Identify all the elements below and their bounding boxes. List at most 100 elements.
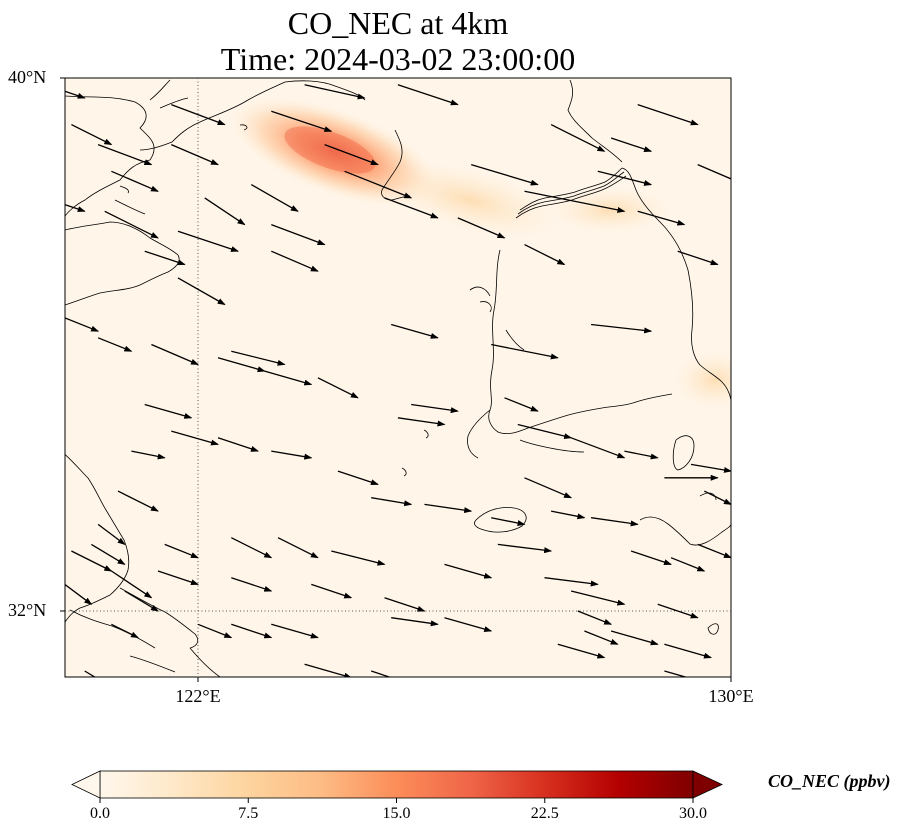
lat-label-32n: 32°N: [8, 600, 47, 620]
wind-vectors: [65, 84, 731, 677]
wind-arrow: [670, 557, 706, 572]
wind-arrow: [324, 143, 379, 166]
wind-arrow: [231, 623, 273, 639]
wind-arrow: [151, 343, 199, 366]
wind-arrow: [570, 590, 626, 606]
co-plume-tail: [382, 162, 558, 238]
lon-label-130e: 130°E: [708, 686, 754, 706]
wind-arrow: [217, 437, 259, 452]
wind-arrow: [84, 670, 97, 677]
wind-arrow: [371, 497, 413, 507]
wind-arrow: [704, 490, 731, 505]
wind-arrow: [177, 230, 239, 252]
wind-arrow: [111, 623, 139, 639]
wind-arrow: [444, 563, 493, 579]
wind-arrow: [391, 617, 439, 627]
wind-arrow: [131, 450, 166, 460]
wind-arrow: [591, 517, 639, 527]
wind-arrow: [311, 583, 353, 599]
wind-arrow: [697, 164, 731, 180]
wind-arrow: [65, 583, 93, 605]
wind-arrow: [117, 490, 159, 512]
wind-arrow: [624, 450, 659, 460]
wind-arrow: [457, 217, 506, 239]
wind-arrow: [610, 630, 659, 646]
wind-arrow: [204, 197, 246, 226]
wind-arrow: [264, 370, 313, 386]
wind-arrow: [271, 223, 326, 246]
wind-arrow: [664, 670, 688, 677]
wind-arrow: [391, 323, 439, 339]
wind-arrow: [557, 643, 606, 659]
colorbar-tick-label: 15.0: [382, 805, 411, 822]
wind-arrow: [104, 210, 159, 239]
co-plume-core: [284, 126, 376, 174]
wind-arrow: [491, 517, 526, 526]
wind-arrow: [524, 477, 573, 499]
wind-arrow: [271, 450, 313, 460]
wind-arrow: [331, 550, 386, 566]
wind-arrow: [111, 570, 153, 599]
wind-arrow: [577, 610, 613, 625]
wind-arrow: [630, 550, 672, 566]
colorbar-body: [99, 770, 694, 799]
wind-arrow: [524, 190, 626, 213]
lon-label-122e: 122°E: [175, 686, 221, 706]
wind-arrow: [384, 597, 426, 612]
wind-arrow: [570, 437, 626, 459]
co-plume-edge: [675, 352, 731, 408]
wind-arrow: [91, 543, 126, 565]
wind-arrow: [497, 543, 553, 554]
colorbar-tick-marks: [99, 798, 694, 803]
wind-arrow: [111, 170, 159, 192]
wind-arrow: [370, 670, 392, 677]
colorbar-tick-label: 7.5: [238, 805, 259, 822]
wind-arrow: [517, 423, 573, 440]
wind-arrow: [271, 250, 319, 272]
wind-arrow: [177, 277, 226, 306]
wind-arrow: [550, 510, 586, 520]
wind-arrow: [597, 170, 653, 186]
wind-arrow: [197, 623, 233, 639]
wind-arrow: [637, 210, 686, 226]
colorbar-tick-label: 22.5: [530, 805, 559, 822]
wind-arrow: [524, 244, 566, 266]
wind-arrow: [124, 590, 159, 612]
wind-arrow: [637, 103, 699, 126]
wind-arrow: [65, 90, 86, 99]
wind-arrow: [504, 397, 539, 412]
map-subtitle: Time: 2024-03-02 23:00:00: [220, 41, 576, 77]
wind-arrow: [65, 203, 86, 212]
gridlines: [65, 78, 731, 677]
wind-arrow: [171, 430, 219, 446]
wind-arrow: [97, 523, 126, 546]
wind-arrow: [677, 250, 719, 266]
co-plume-east: [550, 188, 670, 232]
wind-arrow: [144, 403, 193, 419]
axis-ticks: [60, 77, 732, 682]
wind-arrow: [337, 470, 379, 486]
wind-arrow: [231, 577, 273, 592]
wind-arrow: [304, 84, 366, 100]
wind-arrow: [250, 184, 299, 212]
wind-arrow: [317, 377, 359, 399]
wind-arrow: [231, 537, 273, 559]
wind-arrow: [97, 337, 133, 352]
wind-arrow: [277, 537, 319, 559]
wind-arrow: [397, 417, 446, 427]
wind-arrow: [491, 343, 559, 360]
wind-arrow: [97, 143, 153, 166]
wind-arrow: [271, 110, 333, 132]
wind-arrow: [71, 124, 113, 146]
wind-arrow: [697, 543, 731, 559]
wind-arrow: [217, 357, 266, 373]
wind-arrow: [544, 577, 599, 587]
wind-arrow: [144, 250, 186, 266]
wind-arrow: [657, 603, 699, 619]
colorbar-extend-min: [71, 770, 101, 799]
wind-arrow: [584, 630, 619, 645]
colorbar-label: CO_NEC (ppbv): [768, 771, 891, 791]
wind-arrow: [424, 503, 473, 514]
